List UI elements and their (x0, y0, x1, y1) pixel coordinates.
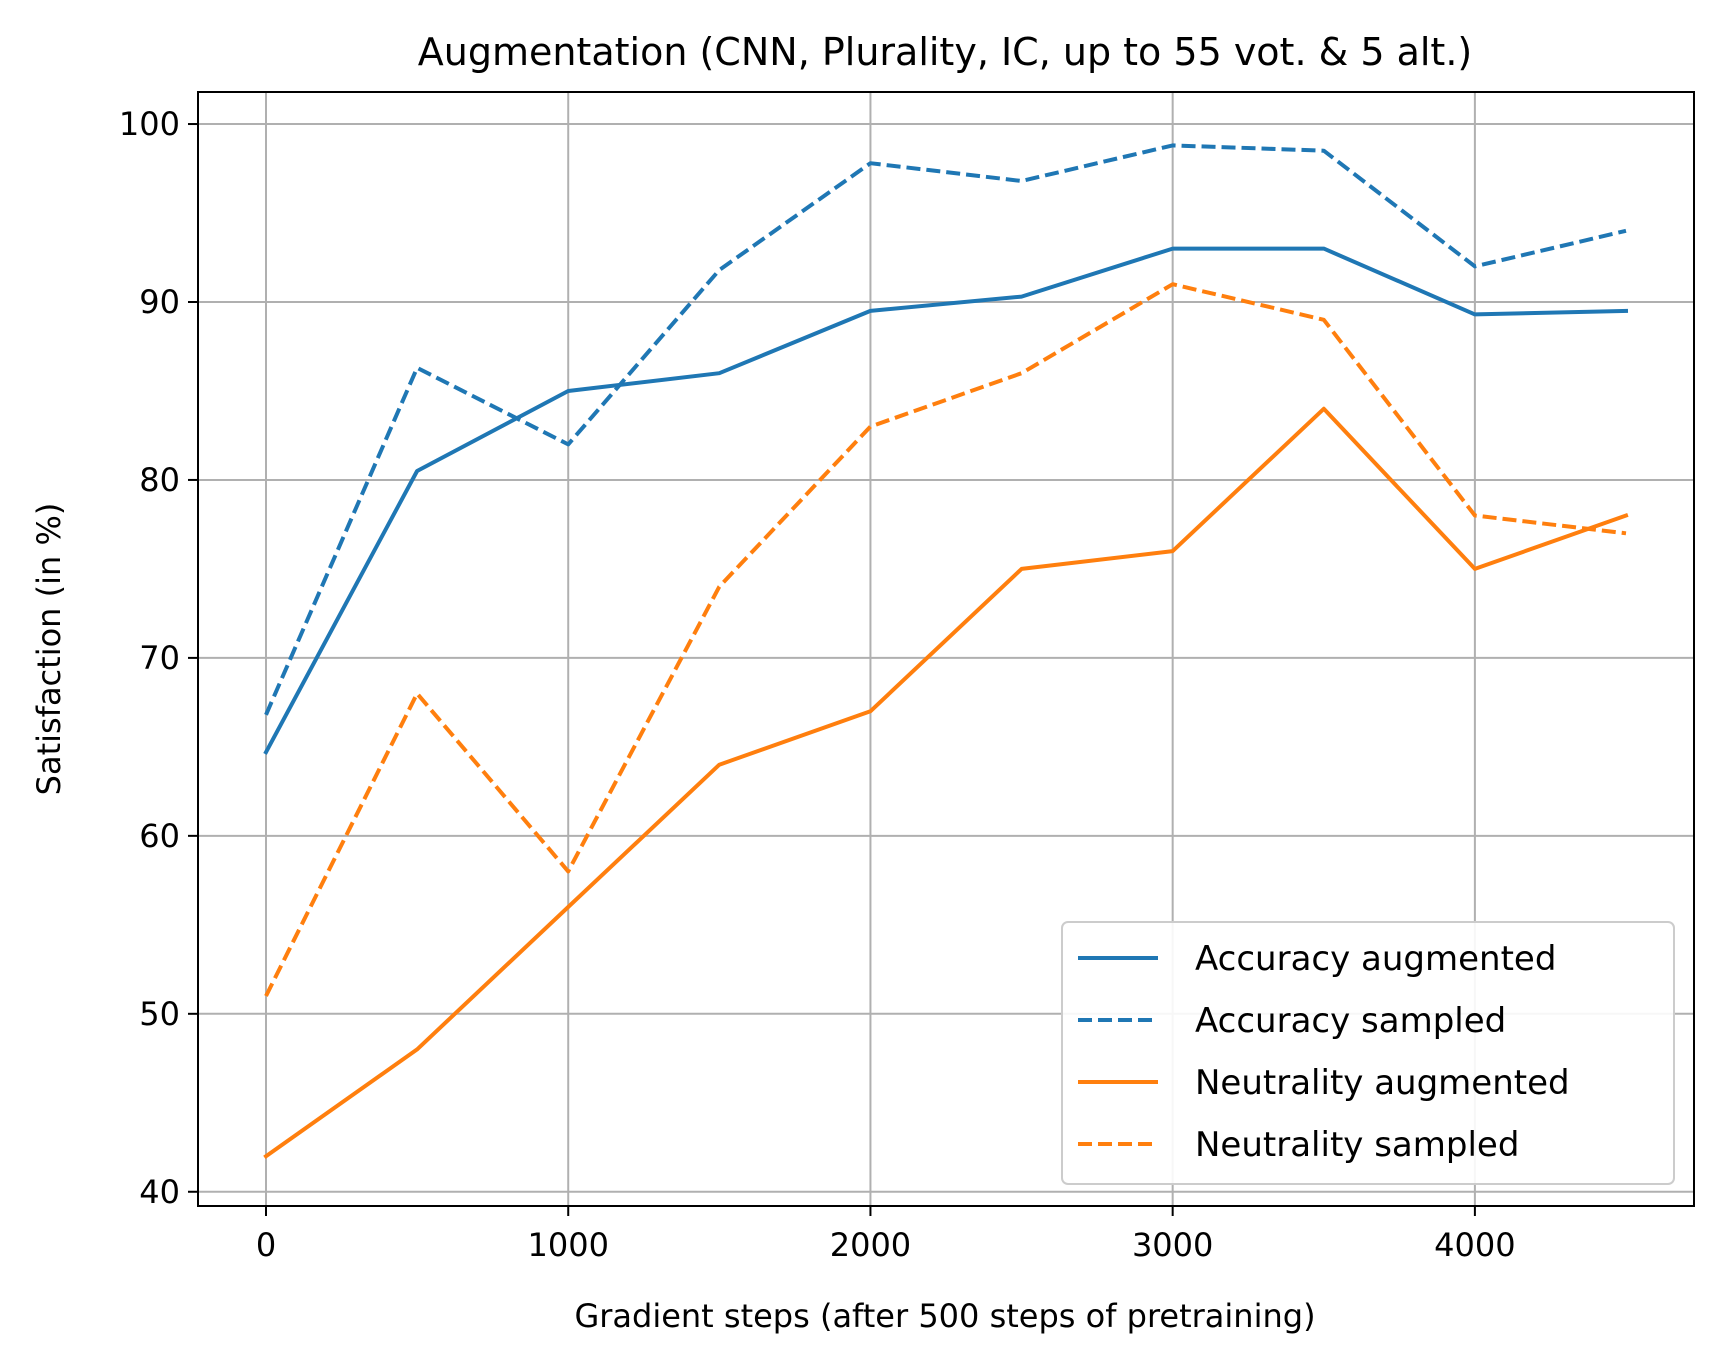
legend-box (1061, 921, 1675, 1185)
y-tick-label: 50 (139, 995, 180, 1033)
series-line-neutrality-sampled (264, 282, 1627, 997)
x-tick-label: 4000 (1434, 1226, 1515, 1264)
x-tick-label: 2000 (830, 1226, 911, 1264)
y-tick-label: 60 (139, 817, 180, 855)
chart-title: Augmentation (CNN, Plurality, IC, up to … (418, 30, 1472, 74)
y-tick-label: 90 (139, 283, 180, 321)
y-tick-label: 70 (139, 639, 180, 677)
y-tick-label: 40 (139, 1173, 180, 1211)
series-line-neutrality-augmented (263, 406, 1629, 1159)
x-tick-label: 1000 (528, 1226, 609, 1264)
series-line-accuracy-sampled (264, 143, 1627, 716)
x-tick-label: 3000 (1132, 1226, 1213, 1264)
y-axis-label: Satisfaction (in %) (30, 503, 68, 796)
plot-area-frame (197, 91, 1695, 1207)
legend-label-neutrality-sampled: Neutrality sampled (1195, 1125, 1519, 1165)
legend-label-accuracy-augmented: Accuracy augmented (1195, 939, 1556, 979)
series-line-accuracy-augmented (263, 246, 1629, 755)
legend-label-neutrality-augmented: Neutrality augmented (1195, 1063, 1570, 1103)
legend-entries: Accuracy augmented Accuracy sampled Neutra… (1078, 939, 1570, 1165)
y-tick-label: 80 (139, 461, 180, 499)
y-tick-label: 100 (119, 105, 180, 143)
legend: Accuracy augmented Accuracy sampled Neutra… (1061, 921, 1675, 1185)
x-axis-ticks: 0 1000 2000 3000 4000 (256, 1206, 1516, 1264)
y-axis-ticks: 40 50 60 70 80 90 100 (119, 105, 198, 1211)
series-lines (263, 143, 1629, 1159)
legend-label-accuracy-sampled: Accuracy sampled (1195, 1001, 1506, 1041)
x-axis-label: Gradient steps (after 500 steps of pretr… (574, 1297, 1315, 1335)
x-tick-label: 0 (256, 1226, 276, 1264)
